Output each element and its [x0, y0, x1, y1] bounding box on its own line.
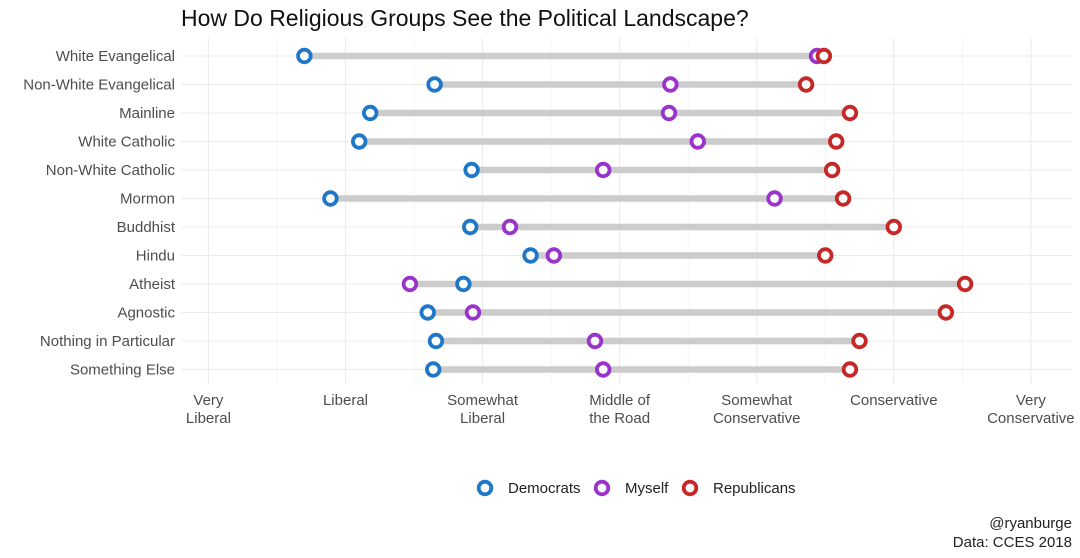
range-bars: [304, 52, 966, 373]
point-myself: [689, 133, 706, 150]
point-myself: [594, 361, 612, 378]
x-tick-label: Somewhat Conservative: [713, 392, 801, 427]
point-republicans: [841, 361, 859, 378]
x-tick-label-line: Somewhat: [721, 392, 793, 409]
point-myself: [586, 332, 604, 350]
category-label: Buddhist: [117, 219, 176, 236]
point-democrats: [351, 133, 368, 150]
point-democrats: [522, 247, 539, 264]
legend: Democrats Myself Republicans: [476, 479, 796, 497]
category-label: Non-White Evangelical: [23, 77, 175, 94]
point-republicans: [956, 275, 974, 293]
x-tick-label-line: Middle of: [589, 392, 651, 409]
point-republicans: [937, 304, 955, 321]
legend-label: Republicans: [713, 480, 796, 497]
point-myself: [545, 247, 563, 264]
x-tick-label: Conservative: [850, 392, 938, 409]
x-tick-label-line: Very: [1016, 392, 1047, 409]
point-democrats: [426, 76, 443, 93]
point-myself: [766, 190, 783, 207]
x-tick-label-line: Liberal: [323, 392, 368, 409]
point-republicans: [817, 247, 834, 264]
point-republicans: [815, 47, 833, 65]
x-tick-label: Somewhat Liberal: [447, 392, 519, 427]
x-tick-label-line: Somewhat: [447, 392, 519, 409]
category-label: Atheist: [129, 276, 176, 293]
legend-key-republicans: [681, 479, 699, 497]
point-republicans: [885, 218, 903, 236]
x-tick-label-line: the Road: [589, 410, 650, 427]
x-tick-label-line: Conservative: [713, 410, 801, 427]
point-democrats: [296, 47, 313, 65]
category-label: White Evangelical: [56, 48, 175, 65]
point-republicans: [841, 104, 859, 122]
x-tick-label: Very Liberal: [186, 392, 231, 427]
category-label: Agnostic: [117, 305, 175, 322]
legend-key-myself: [593, 479, 611, 497]
category-label: Nothing in Particular: [40, 333, 175, 350]
x-tick-label-line: Very: [193, 392, 224, 409]
point-democrats: [361, 104, 379, 122]
x-tick-label-line: Liberal: [186, 410, 231, 427]
point-republicans: [797, 76, 815, 93]
category-label: Mormon: [120, 191, 175, 208]
x-tick-label-line: Conservative: [987, 410, 1075, 427]
category-label: Mainline: [119, 105, 175, 122]
x-tick-label: Liberal: [323, 392, 368, 409]
x-tick-label-line: Conservative: [850, 392, 938, 409]
point-democrats: [463, 161, 480, 179]
legend-label: Democrats: [508, 480, 581, 497]
point-myself: [464, 304, 482, 321]
x-tick-label-line: Liberal: [460, 410, 505, 427]
point-myself: [501, 218, 519, 236]
point-myself: [662, 76, 679, 93]
point-republicans: [828, 133, 845, 150]
point-democrats: [427, 332, 445, 350]
point-republicans: [834, 190, 852, 207]
caption-source: Data: CCES 2018: [953, 534, 1072, 551]
point-democrats: [455, 275, 472, 293]
point-myself: [594, 161, 612, 179]
grid: [181, 38, 1072, 384]
point-democrats: [462, 218, 479, 236]
point-republicans: [851, 332, 868, 350]
chart-title: How Do Religious Groups See the Politica…: [181, 5, 749, 31]
point-republicans: [823, 161, 841, 179]
legend-key-democrats: [476, 479, 494, 497]
legend-label: Myself: [625, 480, 669, 497]
caption-handle: @ryanburge: [989, 515, 1072, 532]
x-tick-label: Very Conservative: [987, 392, 1075, 427]
category-label: Non-White Catholic: [46, 162, 176, 179]
x-tick-label: Middle of the Road: [589, 392, 651, 427]
category-labels: White Evangelical Non-White Evangelical Ma…: [23, 48, 176, 379]
point-democrats: [425, 361, 442, 378]
category-label: White Catholic: [78, 134, 175, 151]
data-points: [296, 47, 974, 378]
category-label: Something Else: [70, 362, 175, 379]
point-myself: [660, 104, 678, 122]
point-democrats: [322, 190, 339, 207]
category-label: Hindu: [136, 248, 175, 265]
point-democrats: [419, 304, 436, 321]
point-myself: [401, 275, 419, 293]
